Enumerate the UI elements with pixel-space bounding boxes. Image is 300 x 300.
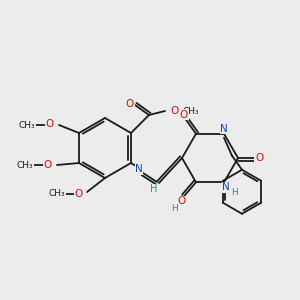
Text: N: N	[222, 182, 230, 192]
Text: H: H	[171, 204, 177, 213]
Text: O: O	[46, 119, 54, 129]
Text: O: O	[255, 153, 263, 163]
Text: O: O	[177, 196, 185, 206]
Text: CH₃: CH₃	[183, 106, 199, 116]
Text: N: N	[135, 164, 143, 174]
Text: O: O	[170, 106, 178, 116]
Text: H: H	[231, 188, 237, 197]
Text: O: O	[44, 160, 52, 170]
Text: H: H	[150, 184, 158, 194]
Text: O: O	[75, 189, 83, 199]
Text: CH₃: CH₃	[19, 121, 35, 130]
Text: O: O	[180, 110, 188, 120]
Text: O: O	[126, 99, 134, 109]
Text: CH₃: CH₃	[49, 190, 65, 199]
Text: CH₃: CH₃	[17, 160, 33, 169]
Text: N: N	[220, 124, 228, 134]
